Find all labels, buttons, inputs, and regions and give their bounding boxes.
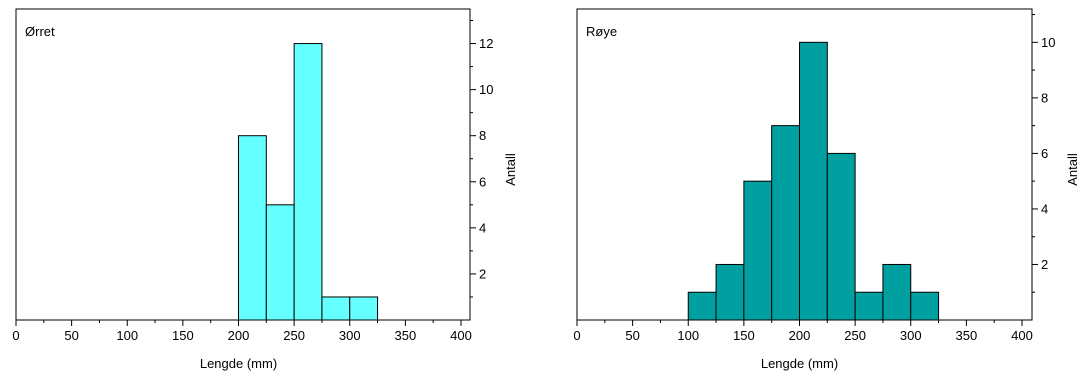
x-tick-label: 250: [844, 328, 866, 343]
histogram-bar: [265, 204, 295, 321]
x-tick-label: 0: [12, 328, 19, 343]
x-tick-label: 300: [900, 328, 922, 343]
histogram-bar: [854, 291, 884, 321]
x-tick-label: 100: [116, 328, 138, 343]
histogram-bar: [799, 41, 828, 321]
y-tick-label: 10: [479, 82, 493, 97]
x-tick-label: 350: [956, 328, 978, 343]
x-tick-label: 100: [677, 328, 699, 343]
x-tick-label: 50: [64, 328, 78, 343]
y-tick-label: 4: [1041, 201, 1048, 216]
panel-title: Røye: [586, 24, 617, 39]
x-tick-label: 250: [283, 328, 305, 343]
histogram-bar: [238, 135, 267, 321]
y-axis-label: Antall: [1065, 153, 1080, 186]
x-tick-label: 300: [339, 328, 361, 343]
plot-frame: [576, 8, 1033, 321]
y-tick-label: 2: [479, 266, 486, 281]
panel-orret: 0 50 100 150 200 250 300 350 400 2 4 6 8 10 12 Ørret Len…: [12, 8, 518, 371]
x-tick-label: 400: [450, 328, 472, 343]
histogram-bar: [910, 291, 940, 321]
histogram-bar: [321, 296, 351, 321]
x-tick-label: 50: [625, 328, 639, 343]
y-tick-label: 8: [1041, 90, 1048, 105]
y-tick-label: 10: [1041, 35, 1055, 50]
x-tick-label: 0: [573, 328, 580, 343]
histogram-bar: [743, 180, 773, 321]
x-tick-label: 200: [228, 328, 250, 343]
histogram-bar: [882, 263, 912, 321]
histogram-bar: [349, 296, 379, 321]
x-tick-label: 350: [395, 328, 417, 343]
x-tick-label: 150: [733, 328, 755, 343]
y-axis-label: Antall: [503, 153, 518, 186]
x-tick-label: 200: [789, 328, 811, 343]
histogram-bar: [715, 263, 745, 321]
histogram-bar: [826, 152, 856, 321]
panel-title: Ørret: [25, 24, 55, 39]
panel-roye: 0 50 100 150 200 250 300 350 400 2 4 6 8 10 Røye Lengde…: [573, 8, 1080, 371]
y-tick-label: 12: [479, 36, 493, 51]
y-tick-label: 6: [1041, 146, 1048, 161]
histogram-bar: [687, 291, 717, 321]
y-tick-label: 4: [479, 220, 486, 235]
histogram-bar: [293, 43, 323, 321]
x-tick-label: 150: [172, 328, 194, 343]
histogram-bar: [771, 125, 800, 321]
plot-frame: [15, 8, 471, 321]
y-tick-label: 6: [479, 174, 486, 189]
y-tick-label: 8: [479, 128, 486, 143]
x-axis-label: Lengde (mm): [200, 356, 277, 371]
x-axis-label: Lengde (mm): [761, 356, 838, 371]
x-tick-label: 400: [1011, 328, 1033, 343]
y-tick-label: 2: [1041, 257, 1048, 272]
